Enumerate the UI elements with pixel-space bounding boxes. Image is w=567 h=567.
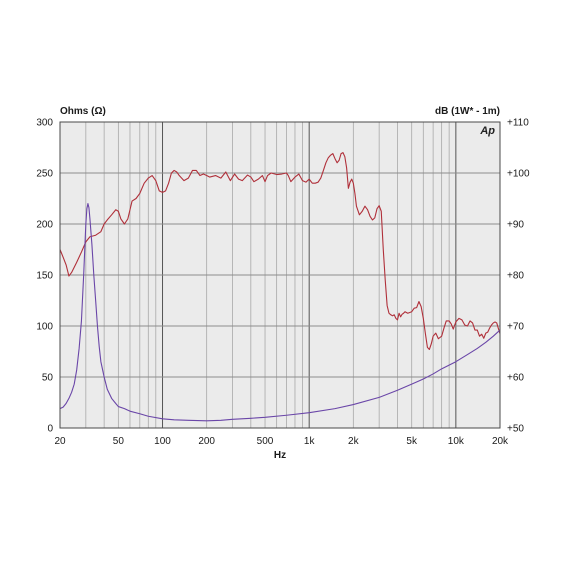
right-axis-title: dB (1W* - 1m) — [435, 106, 500, 117]
y-right-tick-label: +90 — [507, 220, 524, 231]
x-tick-label: 20 — [54, 436, 66, 447]
brand-logo-text: Ap — [479, 125, 495, 137]
spl-curve — [59, 152, 501, 351]
y-left-tick-label: 200 — [36, 220, 53, 231]
y-right-tick-label: +60 — [507, 373, 524, 384]
y-left-tick-label: 150 — [36, 271, 53, 282]
x-tick-label: 10k — [448, 436, 465, 447]
x-tick-label: 50 — [113, 436, 125, 447]
y-right-tick-label: +100 — [507, 169, 530, 180]
y-right-tick-label: +70 — [507, 322, 524, 333]
x-tick-label: 20k — [492, 436, 509, 447]
x-axis-title: Hz — [274, 450, 286, 461]
x-tick-label: 100 — [154, 436, 171, 447]
x-tick-label: 500 — [257, 436, 274, 447]
y-left-tick-label: 0 — [47, 424, 53, 435]
y-left-tick-label: 100 — [36, 322, 53, 333]
x-tick-label: 1k — [304, 436, 316, 447]
y-left-tick-label: 50 — [42, 373, 54, 384]
x-tick-label: 200 — [198, 436, 215, 447]
y-right-tick-label: +50 — [507, 424, 524, 435]
plot-frame — [59, 121, 501, 429]
y-left-tick-label: 250 — [36, 169, 53, 180]
x-tick-label: 5k — [406, 436, 418, 447]
y-right-tick-labels: +50 +60 +70 +80 +90 +100 +110 — [507, 118, 530, 435]
x-tick-label: 2k — [348, 436, 360, 447]
major-gridlines — [60, 122, 500, 428]
y-left-tick-label: 300 — [36, 118, 53, 129]
impedance-curve — [59, 203, 501, 422]
y-right-tick-label: +110 — [507, 118, 529, 129]
y-right-tick-label: +80 — [507, 271, 524, 282]
series-layer — [59, 152, 501, 422]
x-tick-labels: 20 50 100 200 500 1k 2k 5k 10k 20k — [54, 436, 509, 447]
left-axis-title: Ohms (Ω) — [60, 106, 106, 117]
y-left-tick-labels: 0 50 100 150 200 250 300 — [36, 118, 53, 435]
